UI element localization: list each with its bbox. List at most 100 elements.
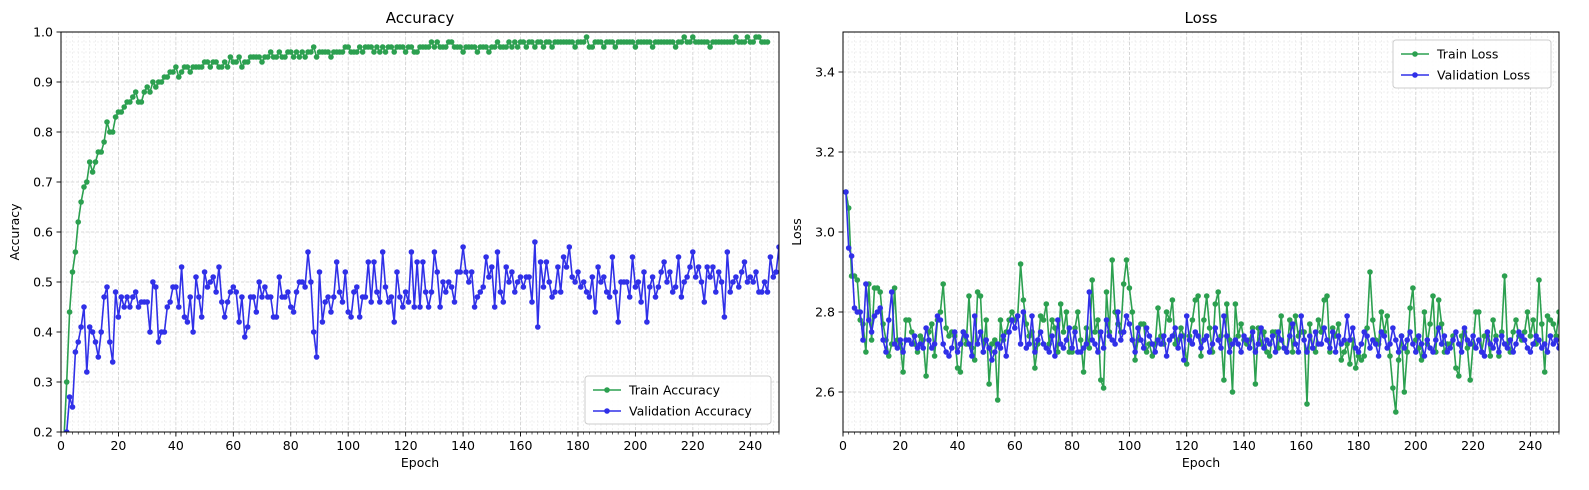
- data-point: [1556, 309, 1559, 315]
- data-point: [1143, 325, 1150, 331]
- data-point: [1498, 333, 1505, 339]
- data-point: [943, 325, 949, 331]
- y-tick-label: 2.6: [815, 385, 835, 400]
- data-point: [779, 279, 785, 285]
- data-point: [135, 304, 142, 310]
- data-point: [486, 49, 492, 55]
- data-point: [497, 289, 504, 295]
- data-point: [1040, 341, 1047, 347]
- data-point: [1095, 317, 1101, 323]
- data-point: [963, 333, 969, 339]
- y-tick-label: 0.3: [33, 375, 53, 390]
- data-point: [986, 345, 992, 351]
- data-point: [1226, 349, 1233, 355]
- data-point: [1212, 325, 1219, 331]
- data-point: [1430, 293, 1436, 299]
- data-point: [782, 264, 788, 270]
- data-point: [546, 39, 552, 45]
- data-point: [302, 284, 308, 290]
- data-point: [1493, 337, 1499, 343]
- data-point: [1387, 341, 1393, 347]
- data-point: [1163, 353, 1170, 359]
- data-point: [75, 219, 81, 225]
- data-point: [891, 285, 898, 291]
- data-point: [98, 149, 104, 155]
- data-point: [1553, 337, 1559, 343]
- data-point: [647, 284, 653, 290]
- y-tick-label: 3.0: [815, 225, 835, 240]
- data-point: [644, 319, 650, 325]
- data-point: [1100, 345, 1107, 351]
- data-point: [471, 44, 478, 50]
- data-point: [316, 269, 323, 275]
- data-point: [322, 299, 329, 305]
- data-point: [1201, 337, 1207, 343]
- data-point: [236, 319, 242, 325]
- data-point: [908, 329, 915, 335]
- data-point: [377, 49, 383, 55]
- data-point: [1123, 257, 1130, 263]
- data-point: [1571, 305, 1577, 311]
- data-point: [400, 304, 406, 310]
- x-axis-label: Epoch: [1182, 455, 1220, 470]
- data-point: [1189, 317, 1196, 323]
- data-point: [259, 59, 265, 65]
- data-point: [1547, 333, 1554, 339]
- data-point: [379, 44, 386, 50]
- data-point: [886, 353, 892, 359]
- data-point: [1012, 325, 1018, 331]
- data-point: [273, 314, 280, 320]
- data-point: [1350, 325, 1356, 331]
- data-point: [1052, 353, 1058, 359]
- data-point: [1341, 349, 1347, 355]
- data-point: [1381, 333, 1388, 339]
- data-point: [557, 289, 564, 295]
- data-point: [503, 264, 510, 270]
- data-point: [173, 64, 179, 70]
- data-point: [1321, 325, 1327, 331]
- data-point: [414, 49, 420, 55]
- data-point: [877, 305, 883, 311]
- y-tick-label: 0.5: [33, 275, 53, 290]
- data-point: [144, 84, 150, 90]
- data-point: [1055, 317, 1061, 323]
- data-point: [1103, 317, 1110, 323]
- data-point: [477, 289, 484, 295]
- data-point: [147, 329, 153, 335]
- data-point: [603, 289, 610, 295]
- data-point: [1490, 345, 1496, 351]
- data-point: [1035, 337, 1041, 343]
- data-point: [339, 299, 346, 305]
- y-tick-label: 3.4: [815, 65, 835, 80]
- data-point: [989, 357, 995, 363]
- data-point: [1143, 349, 1150, 355]
- x-tick-label: 20: [892, 438, 908, 453]
- data-point: [253, 309, 260, 315]
- data-point: [1395, 349, 1402, 355]
- data-point: [359, 49, 366, 55]
- data-point: [540, 44, 547, 50]
- data-point: [1565, 333, 1571, 339]
- data-point: [368, 44, 375, 50]
- data-point: [385, 299, 392, 305]
- data-point: [259, 294, 265, 300]
- data-point: [1501, 273, 1508, 279]
- data-point: [580, 279, 587, 285]
- data-point: [368, 299, 375, 305]
- data-point: [937, 317, 944, 323]
- data-point: [460, 49, 466, 55]
- data-point: [854, 277, 861, 283]
- y-tick-label: 3.2: [815, 145, 835, 160]
- data-point: [1178, 333, 1184, 339]
- data-point: [302, 54, 308, 60]
- data-point: [1006, 329, 1012, 335]
- data-point: [747, 274, 754, 280]
- data-point: [1166, 317, 1173, 323]
- data-point: [701, 299, 708, 305]
- data-point: [914, 349, 921, 355]
- data-point: [1120, 329, 1127, 335]
- data-point: [408, 249, 415, 255]
- data-point: [161, 329, 168, 335]
- data-point: [1235, 333, 1241, 339]
- series-train-accuracy: [63, 34, 771, 432]
